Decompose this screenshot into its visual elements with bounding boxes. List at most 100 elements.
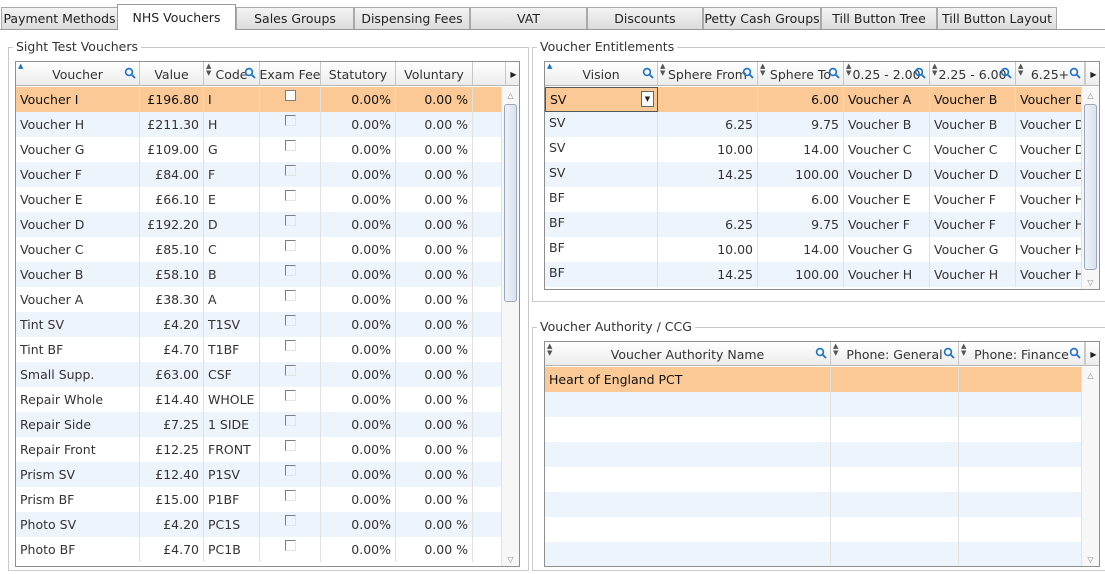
- search-icon[interactable]: [828, 67, 840, 79]
- voucher-authority-grid[interactable]: ▲ ▼ Voucher Authority Name ▲ ▼ Phone: Gene…: [544, 341, 1100, 567]
- table-row[interactable]: BF 6.00 Voucher E Voucher F Voucher H: [545, 187, 1082, 212]
- statutory-cell[interactable]: 0.00%: [321, 212, 396, 237]
- exam-fee-checkbox[interactable]: [284, 165, 296, 176]
- sort-arrow-icon[interactable]: ▲: [18, 62, 24, 70]
- search-icon[interactable]: [914, 67, 926, 79]
- exam-fee-checkbox[interactable]: [284, 365, 296, 376]
- empty-row[interactable]: [545, 542, 1085, 566]
- phone-finance-cell[interactable]: [959, 392, 1085, 417]
- voucher-cell[interactable]: Voucher E: [16, 187, 140, 212]
- exam-fee-checkbox[interactable]: [284, 215, 296, 226]
- table-row[interactable]: Tint SV £4.20 T1SV 0.00% 0.00 %: [16, 312, 502, 337]
- voucher-cell[interactable]: Photo BF: [16, 537, 140, 562]
- table-row[interactable]: Voucher G £109.00 G 0.00% 0.00 %: [16, 137, 502, 162]
- table-row[interactable]: SV 6.25 9.75 Voucher B Voucher B Voucher D: [545, 112, 1082, 137]
- table-row[interactable]: Voucher F £84.00 F 0.00% 0.00 %: [16, 162, 502, 187]
- code-cell[interactable]: B: [204, 262, 260, 287]
- tab-till-button-layout[interactable]: Till Button Layout: [937, 7, 1057, 29]
- scroll-down-icon[interactable]: ▽: [1087, 277, 1094, 287]
- voucher-cell[interactable]: Small Supp.: [16, 362, 140, 387]
- tab-till-button-tree[interactable]: Till Button Tree: [821, 7, 937, 29]
- voucher-cell[interactable]: Voucher H: [16, 112, 140, 137]
- table-row[interactable]: BF 14.25 100.00 Voucher H Voucher H Voucher H: [545, 262, 1082, 287]
- column-header-phone-general[interactable]: ▲ ▼ Phone: General: [831, 342, 959, 366]
- exam-fee-cell[interactable]: [260, 437, 321, 462]
- phone-finance-cell[interactable]: [959, 467, 1085, 492]
- search-icon[interactable]: [244, 67, 256, 79]
- authority-name-cell[interactable]: [545, 392, 831, 417]
- scrollbar-thumb[interactable]: [1084, 104, 1097, 270]
- range-0-25-2-00-cell[interactable]: Voucher E: [844, 187, 930, 212]
- exam-fee-checkbox[interactable]: [284, 540, 296, 551]
- exam-fee-cell[interactable]: [260, 337, 321, 362]
- value-cell[interactable]: £196.80: [140, 87, 204, 112]
- range-0-25-2-00-cell[interactable]: Voucher A: [844, 87, 930, 112]
- exam-fee-cell[interactable]: [260, 212, 321, 237]
- value-cell[interactable]: £38.30: [140, 287, 204, 312]
- empty-row[interactable]: [545, 492, 1085, 517]
- table-row[interactable]: SV 10.00 14.00 Voucher C Voucher C Voucher D: [545, 137, 1082, 162]
- exam-fee-checkbox[interactable]: [284, 490, 296, 501]
- exam-fee-checkbox[interactable]: [284, 90, 296, 101]
- code-cell[interactable]: G: [204, 137, 260, 162]
- phone-general-cell[interactable]: [831, 442, 959, 467]
- statutory-cell[interactable]: 0.00%: [321, 487, 396, 512]
- column-header-2-25-6-00[interactable]: ▲ ▼ 2.25 - 6.00: [930, 62, 1016, 86]
- vision-cell[interactable]: SV: [545, 162, 658, 187]
- range-6-25-plus-cell[interactable]: Voucher H: [1016, 187, 1082, 212]
- voluntary-cell[interactable]: 0.00 %: [396, 487, 473, 512]
- voluntary-cell[interactable]: 0.00 %: [396, 112, 473, 137]
- more-columns-icon[interactable]: ▶: [505, 62, 519, 86]
- column-header-statutory[interactable]: Statutory: [321, 62, 396, 86]
- voluntary-cell[interactable]: 0.00 %: [396, 137, 473, 162]
- phone-general-cell[interactable]: [831, 467, 959, 492]
- exam-fee-checkbox[interactable]: [284, 290, 296, 301]
- exam-fee-cell[interactable]: [260, 487, 321, 512]
- vision-cell[interactable]: BF: [545, 212, 658, 237]
- column-header-vision[interactable]: ▲ Vision: [545, 62, 658, 86]
- empty-row[interactable]: [545, 442, 1085, 467]
- search-icon[interactable]: [1069, 347, 1081, 359]
- search-icon[interactable]: [742, 67, 754, 79]
- sphere-from-cell[interactable]: 10.00: [658, 237, 758, 262]
- voluntary-cell[interactable]: 0.00 %: [396, 237, 473, 262]
- exam-fee-cell[interactable]: [260, 537, 321, 562]
- value-cell[interactable]: £15.00: [140, 487, 204, 512]
- value-cell[interactable]: £12.25: [140, 437, 204, 462]
- voluntary-cell[interactable]: 0.00 %: [396, 287, 473, 312]
- sort-arrow-icon[interactable]: ▲ ▼: [932, 62, 938, 77]
- voucher-cell[interactable]: Voucher B: [16, 262, 140, 287]
- empty-row[interactable]: [545, 467, 1085, 492]
- sort-arrow-icon[interactable]: ▲ ▼: [206, 62, 212, 77]
- exam-fee-cell[interactable]: [260, 512, 321, 537]
- sphere-from-cell[interactable]: [658, 87, 758, 112]
- sphere-to-cell[interactable]: 14.00: [758, 237, 844, 262]
- column-header-voluntary[interactable]: Voluntary: [396, 62, 473, 86]
- sort-arrow-icon[interactable]: ▲: [547, 62, 553, 70]
- exam-fee-cell[interactable]: [260, 187, 321, 212]
- range-0-25-2-00-cell[interactable]: Voucher B: [844, 112, 930, 137]
- table-row[interactable]: Photo BF £4.70 PC1B 0.00% 0.00 %: [16, 537, 502, 562]
- sort-arrow-icon[interactable]: ▲ ▼: [760, 62, 766, 77]
- tab-nhs-vouchers[interactable]: NHS Vouchers: [117, 4, 236, 30]
- column-header-0-25-2-00[interactable]: ▲ ▼ 0.25 - 2.00: [844, 62, 930, 86]
- table-row[interactable]: Voucher C £85.10 C 0.00% 0.00 %: [16, 237, 502, 262]
- column-header-code[interactable]: ▲ ▼ Code: [204, 62, 260, 86]
- voucher-cell[interactable]: Prism BF: [16, 487, 140, 512]
- statutory-cell[interactable]: 0.00%: [321, 412, 396, 437]
- voucher-cell[interactable]: Voucher C: [16, 237, 140, 262]
- voucher-cell[interactable]: Photo SV: [16, 512, 140, 537]
- statutory-cell[interactable]: 0.00%: [321, 312, 396, 337]
- range-2-25-6-00-cell[interactable]: Voucher B: [930, 112, 1016, 137]
- sort-arrow-icon[interactable]: ▲ ▼: [961, 342, 967, 357]
- statutory-cell[interactable]: 0.00%: [321, 112, 396, 137]
- table-row[interactable]: Voucher D £192.20 D 0.00% 0.00 %: [16, 212, 502, 237]
- statutory-cell[interactable]: 0.00%: [321, 337, 396, 362]
- authority-name-cell[interactable]: [545, 467, 831, 492]
- scroll-up-icon[interactable]: △: [1087, 90, 1094, 100]
- vision-cell[interactable]: SV: [545, 87, 658, 112]
- code-cell[interactable]: P1SV: [204, 462, 260, 487]
- code-cell[interactable]: A: [204, 287, 260, 312]
- table-row[interactable]: SV 14.25 100.00 Voucher D Voucher D Voucher D: [545, 162, 1082, 187]
- range-2-25-6-00-cell[interactable]: Voucher H: [930, 262, 1016, 287]
